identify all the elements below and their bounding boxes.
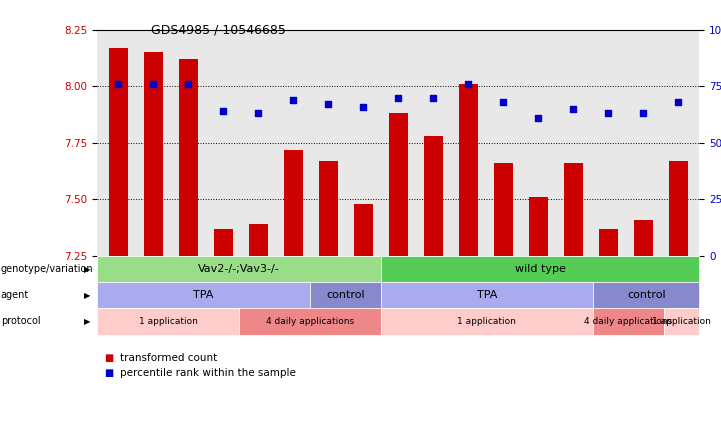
Text: 1 application: 1 application [457,317,516,326]
Bar [354,204,373,256]
Text: 4 daily applications: 4 daily applications [266,317,354,326]
Point [392,94,404,101]
Bar [634,220,653,256]
Bar [494,163,513,256]
Text: genotype/variation: genotype/variation [1,264,93,274]
Text: TPA: TPA [193,290,213,300]
Text: ▶: ▶ [84,264,90,274]
Point [148,80,159,87]
Bar [179,59,198,256]
Point [497,99,509,105]
Text: ■: ■ [105,368,114,378]
Text: ▶: ▶ [84,291,90,300]
Text: control: control [326,290,365,300]
Text: GDS4985 / 10546685: GDS4985 / 10546685 [151,23,286,36]
Point [358,103,369,110]
Point [288,96,299,103]
Bar [249,224,268,256]
Point [673,99,684,105]
Bar [319,161,338,256]
Bar [389,113,408,256]
Text: 1 application: 1 application [138,317,198,326]
Text: 4 daily applications: 4 daily applications [585,317,673,326]
Text: agent: agent [1,290,29,300]
Point [567,105,579,112]
Bar [284,150,303,256]
Bar [564,163,583,256]
Bar [598,229,618,256]
Text: ■: ■ [105,353,114,363]
Point [637,110,649,117]
Bar [424,136,443,256]
Text: protocol: protocol [1,316,40,327]
Point [428,94,439,101]
Bar [143,52,163,256]
Bar [213,229,233,256]
Text: Vav2-/-;Vav3-/-: Vav2-/-;Vav3-/- [198,264,280,274]
Bar [109,48,128,256]
Bar [528,197,548,256]
Point [533,115,544,121]
Text: 1 application: 1 application [653,317,711,326]
Point [182,80,194,87]
Point [112,80,124,87]
Point [218,108,229,115]
Point [252,110,264,117]
Text: control: control [627,290,665,300]
Point [603,110,614,117]
Text: wild type: wild type [515,264,565,274]
Text: transformed count: transformed count [120,353,218,363]
Bar [669,161,688,256]
Bar [459,84,478,256]
Point [322,101,334,108]
Point [463,80,474,87]
Text: ▶: ▶ [84,317,90,326]
Text: TPA: TPA [477,290,497,300]
Text: percentile rank within the sample: percentile rank within the sample [120,368,296,378]
